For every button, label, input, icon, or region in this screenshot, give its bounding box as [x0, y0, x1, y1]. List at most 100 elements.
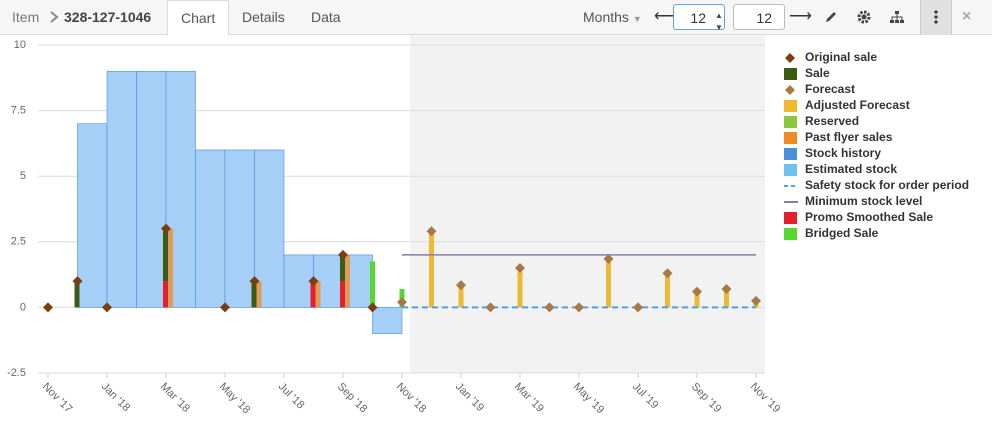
diamond: [72, 276, 83, 287]
legend-marker: [785, 85, 795, 95]
to-input[interactable]: 12: [733, 4, 785, 30]
menu-button[interactable]: [920, 0, 952, 34]
stock-step: [224, 149, 255, 308]
y-tick-label: 7.5: [11, 105, 26, 117]
legend-label: Safety stock for order period: [805, 178, 969, 192]
x-tick-label: Mar '19: [512, 381, 546, 415]
diamond: [249, 276, 260, 287]
legend-marker: [784, 68, 797, 80]
y-tick-label: 10: [14, 39, 26, 51]
diamond: [485, 302, 496, 313]
diamond: [397, 297, 407, 308]
bar: [724, 289, 729, 308]
diamond: [751, 295, 761, 306]
legend-marker: [784, 116, 797, 128]
stock-step: [136, 70, 167, 308]
settings-icon[interactable]: [857, 10, 871, 24]
diamond: [161, 223, 171, 234]
legend-label: Forecast: [805, 82, 855, 96]
legend-label: Adjusted Forecast: [805, 98, 910, 112]
x-tick-label: Mar '18: [158, 381, 192, 415]
arrow-left[interactable]: ⟵: [654, 8, 677, 25]
x-tick-label: Jul '18: [276, 381, 307, 412]
kebab-icon: [934, 10, 938, 24]
close-button[interactable]: ×: [962, 8, 972, 25]
bar: [163, 228, 168, 282]
x-tick-label: Sep '18: [335, 381, 370, 416]
item-id: 328-127-1046: [64, 9, 152, 25]
bar: [251, 281, 257, 308]
diamond: [603, 253, 614, 264]
toolbar: Item 328-127-1046 Chart Details Data Mon…: [0, 0, 992, 36]
diamond: [308, 276, 319, 287]
stock-step: [77, 123, 108, 308]
stock-step: [372, 307, 403, 334]
y-tick-label: -2.5: [7, 367, 26, 379]
tab[interactable]: Data: [311, 9, 341, 25]
diamond: [515, 263, 525, 274]
legend-marker: [784, 228, 797, 240]
diamond: [692, 286, 702, 297]
legend-marker: [785, 53, 795, 63]
diamond: [456, 280, 466, 291]
diamond: [102, 302, 112, 313]
bar: [168, 228, 173, 308]
bar: [517, 268, 523, 308]
legend-marker: [784, 212, 797, 224]
legend-label: Promo Smoothed Sale: [805, 210, 933, 224]
y-tick-label: 0: [20, 301, 26, 313]
hierarchy-icon[interactable]: [890, 10, 904, 24]
arrow-right[interactable]: ⟶: [789, 8, 812, 25]
legend-label: Past flyer sales: [805, 130, 893, 144]
legend-label: Estimated stock: [805, 162, 897, 176]
bar: [163, 281, 168, 308]
tab[interactable]: Details: [242, 9, 285, 25]
legend-label: Original sale: [805, 50, 877, 64]
diamond: [43, 302, 53, 313]
diamond: [721, 284, 732, 295]
forecast-region: [410, 35, 765, 373]
x-tick-label: Nov '18: [394, 381, 429, 416]
bar: [74, 281, 80, 308]
legend-label: Stock history: [805, 146, 881, 160]
bar: [665, 273, 670, 308]
stock-step: [195, 149, 226, 308]
x-tick-label: Jan '19: [453, 381, 486, 414]
chevron: [50, 11, 59, 23]
period-label: Months: [583, 9, 629, 25]
x-tick-label: May '18: [217, 381, 252, 416]
bar: [606, 258, 611, 308]
diamond: [426, 226, 437, 237]
y-tick-label: 5: [20, 170, 26, 182]
diamond: [574, 302, 584, 313]
bar: [256, 281, 262, 308]
legend-marker: [784, 132, 797, 144]
period-select[interactable]: Months ▼: [583, 9, 642, 25]
bar: [310, 281, 316, 308]
spinner[interactable]: ▲ ▼: [715, 11, 723, 32]
legend-label: Sale: [805, 66, 830, 80]
bar: [458, 285, 464, 308]
legend-label: Reserved: [805, 114, 859, 128]
bar: [370, 261, 375, 308]
bar: [315, 281, 321, 308]
legend-label: Bridged Sale: [805, 226, 879, 240]
from-input[interactable]: 12: [673, 4, 725, 30]
bar: [694, 291, 700, 308]
x-tick-label: Jul '19: [630, 381, 661, 412]
edit-icon[interactable]: [824, 10, 838, 24]
bar: [429, 231, 434, 308]
diamond: [544, 302, 555, 313]
bar: [340, 254, 345, 282]
legend-marker: [784, 164, 797, 176]
x-tick-label: May '19: [571, 381, 606, 416]
diamond: [367, 302, 378, 313]
legend-marker: [784, 148, 797, 160]
x-tick-label: Nov '19: [748, 381, 783, 416]
tab[interactable]: Chart: [167, 0, 230, 36]
legend-label: Minimum stock level: [805, 194, 922, 208]
x-tick-label: Jan '18: [99, 381, 132, 414]
diamond: [662, 268, 673, 279]
